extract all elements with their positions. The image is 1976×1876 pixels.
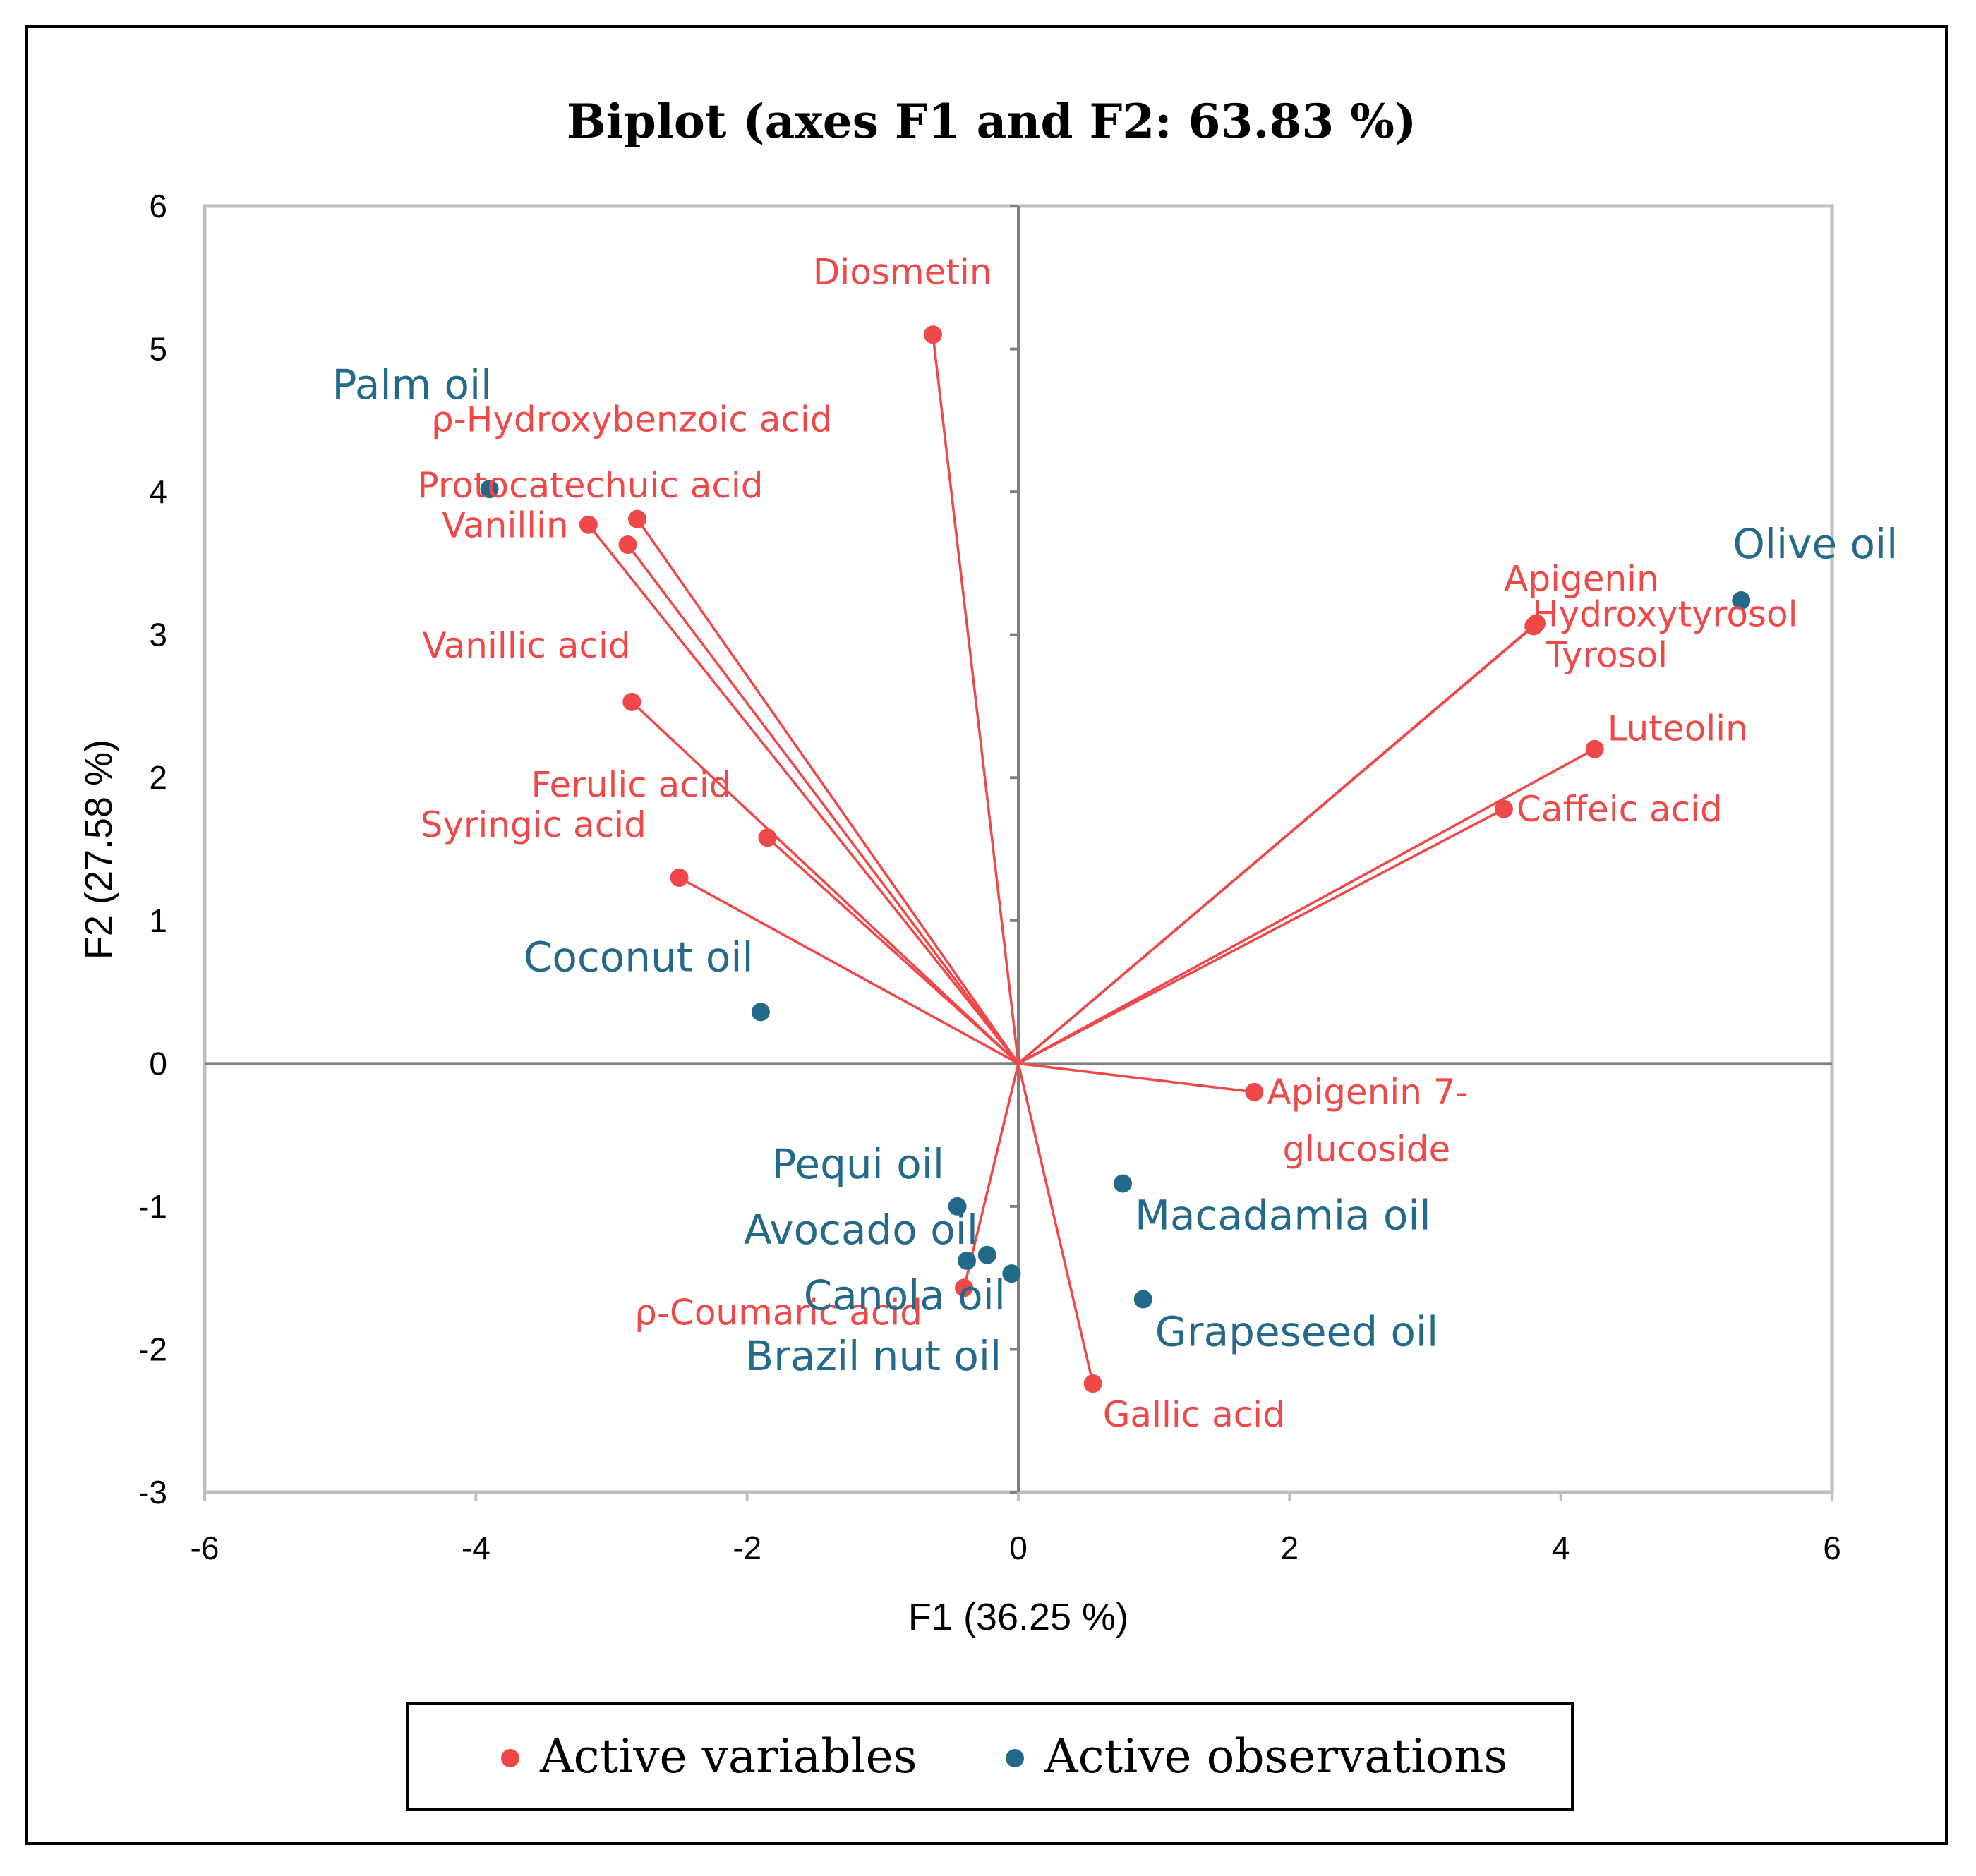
label-luteolin: Luteolin	[1608, 708, 1748, 749]
point-coumaric-acid	[955, 1278, 974, 1297]
point-hydroxybenzoic-acid	[628, 509, 647, 528]
label-avocado-oil: Avocado oil	[744, 1206, 978, 1254]
label-diosmetin: Diosmetin	[813, 251, 992, 292]
point-luteolin	[1585, 739, 1604, 758]
y-tick-label: 3	[149, 617, 167, 653]
label-apigenin: Apigenin	[1504, 558, 1659, 599]
point-canola-oil	[977, 1245, 996, 1264]
vector-apigenin-7-glucoside	[1018, 1062, 1255, 1094]
vector-vanillin	[587, 524, 1020, 1065]
vector-caffeic-acid	[1018, 808, 1505, 1065]
vector-protocatechuic-acid	[627, 544, 1020, 1065]
data-points	[480, 325, 1751, 1393]
vector-luteolin	[1018, 748, 1596, 1065]
vector-diosmetin	[932, 334, 1020, 1064]
legend-label-active-variables: Active variables	[539, 1729, 917, 1784]
legend-label-active-observations: Active observations	[1044, 1729, 1507, 1784]
x-axis-title: F1 (36.25 %)	[908, 1596, 1128, 1638]
label-macadamia-oil: Macadamia oil	[1135, 1191, 1431, 1239]
x-tick-label: 0	[1009, 1530, 1028, 1566]
point-apigenin-7-glucoside	[1245, 1082, 1264, 1101]
y-tick-label: -2	[138, 1331, 167, 1367]
vector-coumaric-acid	[963, 1063, 1020, 1288]
point-protocatechuic-acid	[618, 535, 637, 555]
point-grapeseed-oil	[1133, 1290, 1152, 1309]
label-hydroxybenzoic-acid: ρ-Hydroxybenzoic acid	[431, 399, 832, 440]
y-tick-label: -3	[138, 1474, 167, 1511]
x-tick-label: 6	[1823, 1530, 1841, 1566]
y-tick-label: 4	[149, 473, 167, 510]
point-tyrosol	[1524, 617, 1543, 636]
label-vanillic-acid: Vanillic acid	[422, 625, 630, 666]
label-tyrosol: Tyrosol	[1545, 635, 1668, 676]
data-labels: Diosmetin ρ-Hydroxybenzoic acid Protocatec…	[332, 251, 1898, 1435]
legend-marker-active-variables	[501, 1749, 519, 1767]
x-tick-label: -6	[191, 1530, 219, 1566]
label-coconut-oil: Coconut oil	[524, 933, 754, 981]
label-apigenin-7-glucoside: Apigenin 7-glucoside	[1267, 1072, 1468, 1170]
point-palm-oil	[480, 480, 499, 499]
point-caffeic-acid	[1494, 799, 1513, 818]
vector-hydroxybenzoic-acid	[636, 518, 1020, 1065]
label-brazil-nut-oil: Brazil nut oil	[745, 1332, 1001, 1380]
legend: Active variables Active observations	[406, 1702, 1574, 1811]
x-tick-label: -4	[462, 1530, 490, 1566]
x-tick-label: 4	[1552, 1530, 1570, 1566]
point-syringic-acid	[670, 869, 689, 888]
point-macadamia-oil	[1113, 1174, 1132, 1193]
label-protocatechuic-acid: Protocatechuic acid	[418, 465, 764, 506]
y-tick-label: -1	[138, 1188, 167, 1225]
y-tick-label: 5	[149, 331, 167, 368]
label-coumaric-acid: ρ-Coumaric acid	[634, 1292, 922, 1333]
point-vanillic-acid	[622, 692, 641, 711]
label-palm-oil: Palm oil	[332, 361, 493, 409]
point-olive-oil	[1732, 591, 1751, 610]
label-olive-oil: Olive oil	[1733, 520, 1898, 568]
label-gallic-acid: Gallic acid	[1103, 1394, 1285, 1435]
vector-ferulic-acid	[766, 836, 1020, 1065]
y-tick-label: 1	[149, 902, 167, 939]
y-tick-label: 0	[149, 1045, 167, 1082]
chart-title: Biplot (axes F1 and F2: 63.83 %)	[567, 94, 1416, 149]
x-tick-label: 2	[1281, 1530, 1299, 1566]
label-grapeseed-oil: Grapeseed oil	[1155, 1308, 1438, 1356]
x-tick-label: -2	[733, 1530, 761, 1566]
point-avocado-oil	[957, 1251, 976, 1270]
label-hydroxytyrosol: Hydroxytyrosol	[1532, 593, 1797, 634]
point-diosmetin	[923, 325, 942, 344]
point-brazil-nut-oil	[1002, 1264, 1021, 1283]
vector-tyrosol	[1017, 625, 1535, 1065]
y-axis-title: F2 (27.58 %)	[78, 739, 120, 960]
label-pequi-oil: Pequi oil	[772, 1140, 944, 1188]
label-canola-oil: Canola oil	[804, 1271, 1006, 1319]
legend-marker-active-observations	[1006, 1749, 1024, 1767]
variable-vectors	[587, 334, 1596, 1384]
point-pequi-oil	[948, 1197, 967, 1216]
point-vanillin	[579, 515, 598, 534]
point-ferulic-acid	[758, 828, 777, 847]
y-tick-label: 6	[149, 188, 167, 224]
vector-syringic-acid	[678, 876, 1019, 1065]
vector-gallic-acid	[1017, 1063, 1095, 1384]
figure-frame	[25, 25, 1948, 1845]
point-gallic-acid	[1083, 1374, 1102, 1393]
y-tick-label: 2	[149, 759, 167, 796]
legend-box	[406, 1702, 1574, 1811]
label-caffeic-acid: Caffeic acid	[1517, 789, 1723, 830]
label-vanillin: Vanillin	[442, 505, 569, 546]
point-coconut-oil	[751, 1003, 770, 1022]
label-ferulic-acid: Ferulic acid	[531, 764, 731, 805]
vector-vanillic-acid	[631, 701, 1020, 1065]
label-syringic-acid: Syringic acid	[421, 804, 646, 845]
